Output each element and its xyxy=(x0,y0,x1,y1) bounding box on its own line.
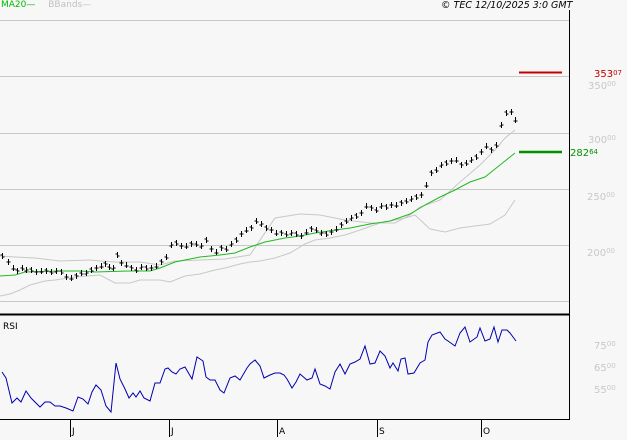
legend-bbands: BBands— xyxy=(48,0,92,10)
bbands-lower-line xyxy=(0,199,516,297)
rsi-label-75: 7500 xyxy=(594,340,616,352)
ohlc-bars xyxy=(0,109,518,281)
month-label-september: S xyxy=(379,427,385,437)
rsi-label-55: 5500 xyxy=(594,384,616,396)
rsi-title: RSI xyxy=(3,322,18,332)
month-label-august: A xyxy=(279,427,286,437)
month-label-july: J xyxy=(171,427,174,437)
price-label-200: 20000 xyxy=(587,247,616,259)
chart-legend: MA20— BBands— xyxy=(1,0,91,11)
price-label-250: 25000 xyxy=(587,191,616,203)
price-gridlines xyxy=(0,20,569,302)
upper-target-value: 35307 xyxy=(594,69,623,80)
month-ticks xyxy=(70,420,482,437)
month-label-october: O xyxy=(483,427,491,437)
bbands-upper-line xyxy=(0,129,516,266)
month-label-june: J xyxy=(72,427,75,437)
ma20-line xyxy=(0,152,516,277)
lower-target-value: 28264 xyxy=(570,148,599,159)
price-label-350: 35000 xyxy=(588,80,617,92)
rsi-label-65: 6500 xyxy=(594,362,616,374)
rsi-line xyxy=(1,325,517,414)
legend-ma20: MA20— xyxy=(1,0,36,10)
copyright-timestamp: © TEC 12/10/2025 3:0 GMT xyxy=(441,0,573,11)
price-label-300: 30000 xyxy=(588,134,617,146)
